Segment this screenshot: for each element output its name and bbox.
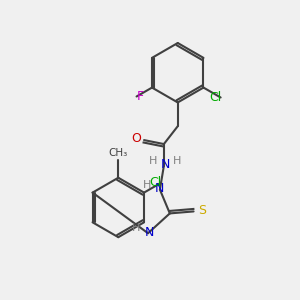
Text: N: N — [155, 182, 165, 195]
Text: O: O — [131, 132, 141, 145]
Text: H: H — [132, 223, 140, 233]
Text: H: H — [143, 180, 151, 190]
Text: H: H — [172, 156, 181, 166]
Text: F: F — [137, 90, 144, 103]
Text: S: S — [199, 204, 206, 217]
Text: CH₃: CH₃ — [109, 148, 128, 158]
Text: Cl: Cl — [149, 176, 161, 189]
Text: Cl: Cl — [210, 91, 222, 104]
Text: N: N — [144, 226, 154, 239]
Text: N: N — [161, 158, 170, 171]
Text: H: H — [149, 156, 157, 166]
